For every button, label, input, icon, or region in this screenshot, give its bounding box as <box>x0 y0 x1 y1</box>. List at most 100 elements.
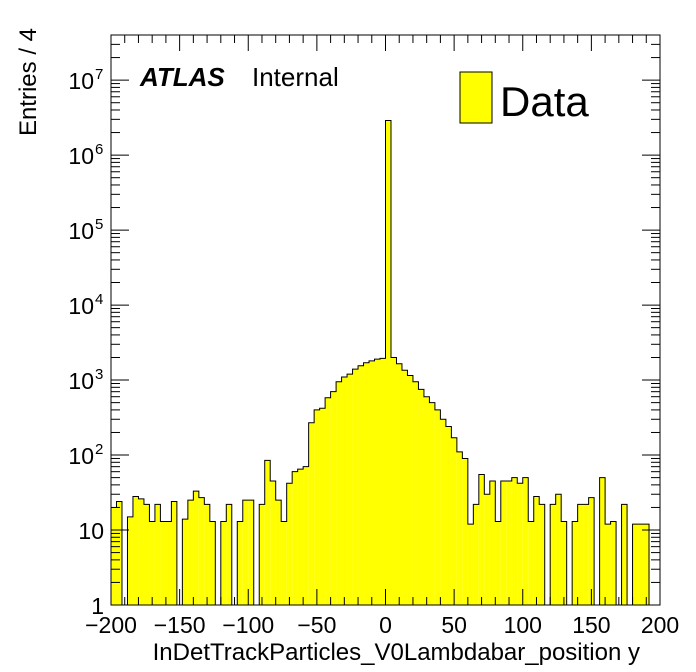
histogram-bar <box>132 496 139 605</box>
histogram-bar <box>248 500 254 605</box>
histogram-bar <box>149 521 155 605</box>
y-tick-label: 10 7 <box>68 66 103 94</box>
y-tick-label: 10 5 <box>68 216 103 244</box>
histogram-bar <box>621 504 628 605</box>
y-tick-label-base: 10 <box>68 143 94 169</box>
histogram-bar <box>429 402 435 605</box>
histogram-bar <box>610 521 617 605</box>
histogram-bar <box>412 381 419 605</box>
x-tick-label: 200 <box>641 612 679 638</box>
histogram-bar <box>286 483 293 605</box>
histogram-bar <box>292 471 298 605</box>
histogram-bar <box>154 504 161 605</box>
histogram-bar <box>522 477 529 605</box>
atlas-status-label: Internal <box>252 62 339 92</box>
y-tick-label-exponent: 3 <box>95 366 103 383</box>
histogram-bar <box>319 408 326 605</box>
histogram-bar <box>336 381 342 605</box>
histogram-bar <box>297 469 304 605</box>
histogram-bar <box>599 477 606 605</box>
histogram-bar <box>198 497 205 605</box>
legend-swatch <box>459 71 493 124</box>
histogram-bar <box>270 481 276 605</box>
y-tick-label-exponent: 5 <box>95 216 103 233</box>
histogram-bar <box>369 360 375 605</box>
x-tick-label: −200 <box>85 612 137 638</box>
histogram-bar <box>204 504 210 605</box>
x-tick-label: −50 <box>297 612 336 638</box>
histogram-bar <box>423 396 430 605</box>
histogram-bar <box>539 504 545 605</box>
histogram-bar <box>434 409 441 605</box>
histogram-bar <box>467 524 474 605</box>
axis-ticks <box>110 34 661 606</box>
y-tick-label-exponent: 4 <box>95 291 103 308</box>
histogram-bar <box>396 363 402 605</box>
histogram-bar <box>358 365 364 605</box>
histogram-bar <box>308 422 315 605</box>
histogram-bar <box>495 521 501 605</box>
histogram-bar <box>347 374 353 605</box>
histogram-bar <box>588 497 595 605</box>
histogram-bar <box>242 500 249 605</box>
histogram-bar <box>489 481 496 605</box>
y-tick-label-base: 10 <box>68 68 94 94</box>
histogram-bar <box>209 521 216 605</box>
histogram-bar <box>506 481 512 605</box>
x-axis-label: InDetTrackParticles_V0Lambdabar_position… <box>153 639 640 666</box>
y-tick-label: 10 6 <box>68 141 103 169</box>
histogram-bar <box>533 496 540 605</box>
histogram-bar <box>374 359 381 605</box>
histogram-bar <box>165 521 172 605</box>
histogram-bar <box>116 501 122 605</box>
y-tick-label: 10 4 <box>68 291 103 319</box>
x-tick-label: 100 <box>504 612 542 638</box>
x-tick-label: 50 <box>441 612 467 638</box>
histogram-bar <box>341 376 348 605</box>
histogram-bar <box>456 451 463 605</box>
histogram-bar <box>462 458 468 605</box>
histogram-bar <box>385 120 391 606</box>
histogram-bar <box>143 504 150 605</box>
histogram-bar <box>445 426 452 605</box>
histogram-bar <box>171 501 177 605</box>
histogram-bar <box>638 524 644 605</box>
histogram-bar <box>401 370 408 605</box>
histogram-bar <box>440 419 446 605</box>
histogram-bar <box>473 504 479 605</box>
histogram-bar <box>632 524 639 605</box>
histogram-bar <box>583 504 589 605</box>
histogram-bar <box>237 521 243 605</box>
y-tick-label-exponent: 7 <box>95 66 103 83</box>
histogram-bar <box>303 466 309 605</box>
y-axis-label: Entries / 4 <box>15 28 42 136</box>
histogram-bar <box>193 491 199 605</box>
histogram-bar <box>160 521 166 605</box>
histogram-bar <box>528 521 534 605</box>
histogram-bar <box>220 521 227 605</box>
histogram-bar <box>561 521 567 605</box>
atlas-label: ATLAS <box>139 62 225 92</box>
y-tick-label-base: 10 <box>68 218 94 244</box>
histogram-bar <box>418 389 424 605</box>
histogram-bar <box>572 521 578 605</box>
legend-label: Data <box>500 78 589 125</box>
x-tick-label: −150 <box>154 612 206 638</box>
histogram-bar <box>259 504 265 605</box>
y-tick-label: 1 <box>91 593 104 619</box>
histogram-outline <box>110 119 660 606</box>
histogram-bar <box>643 524 650 605</box>
histogram-bar <box>275 500 282 605</box>
histogram-bar <box>605 524 611 605</box>
y-tick-label-exponent: 2 <box>95 441 103 458</box>
histogram-bar <box>550 504 556 605</box>
histogram-bar <box>187 500 194 605</box>
x-tick-label: 150 <box>572 612 610 638</box>
histogram-bar <box>226 504 232 605</box>
histogram-bar <box>182 519 188 605</box>
histogram-bar <box>281 521 287 605</box>
bars-layer <box>111 120 650 606</box>
